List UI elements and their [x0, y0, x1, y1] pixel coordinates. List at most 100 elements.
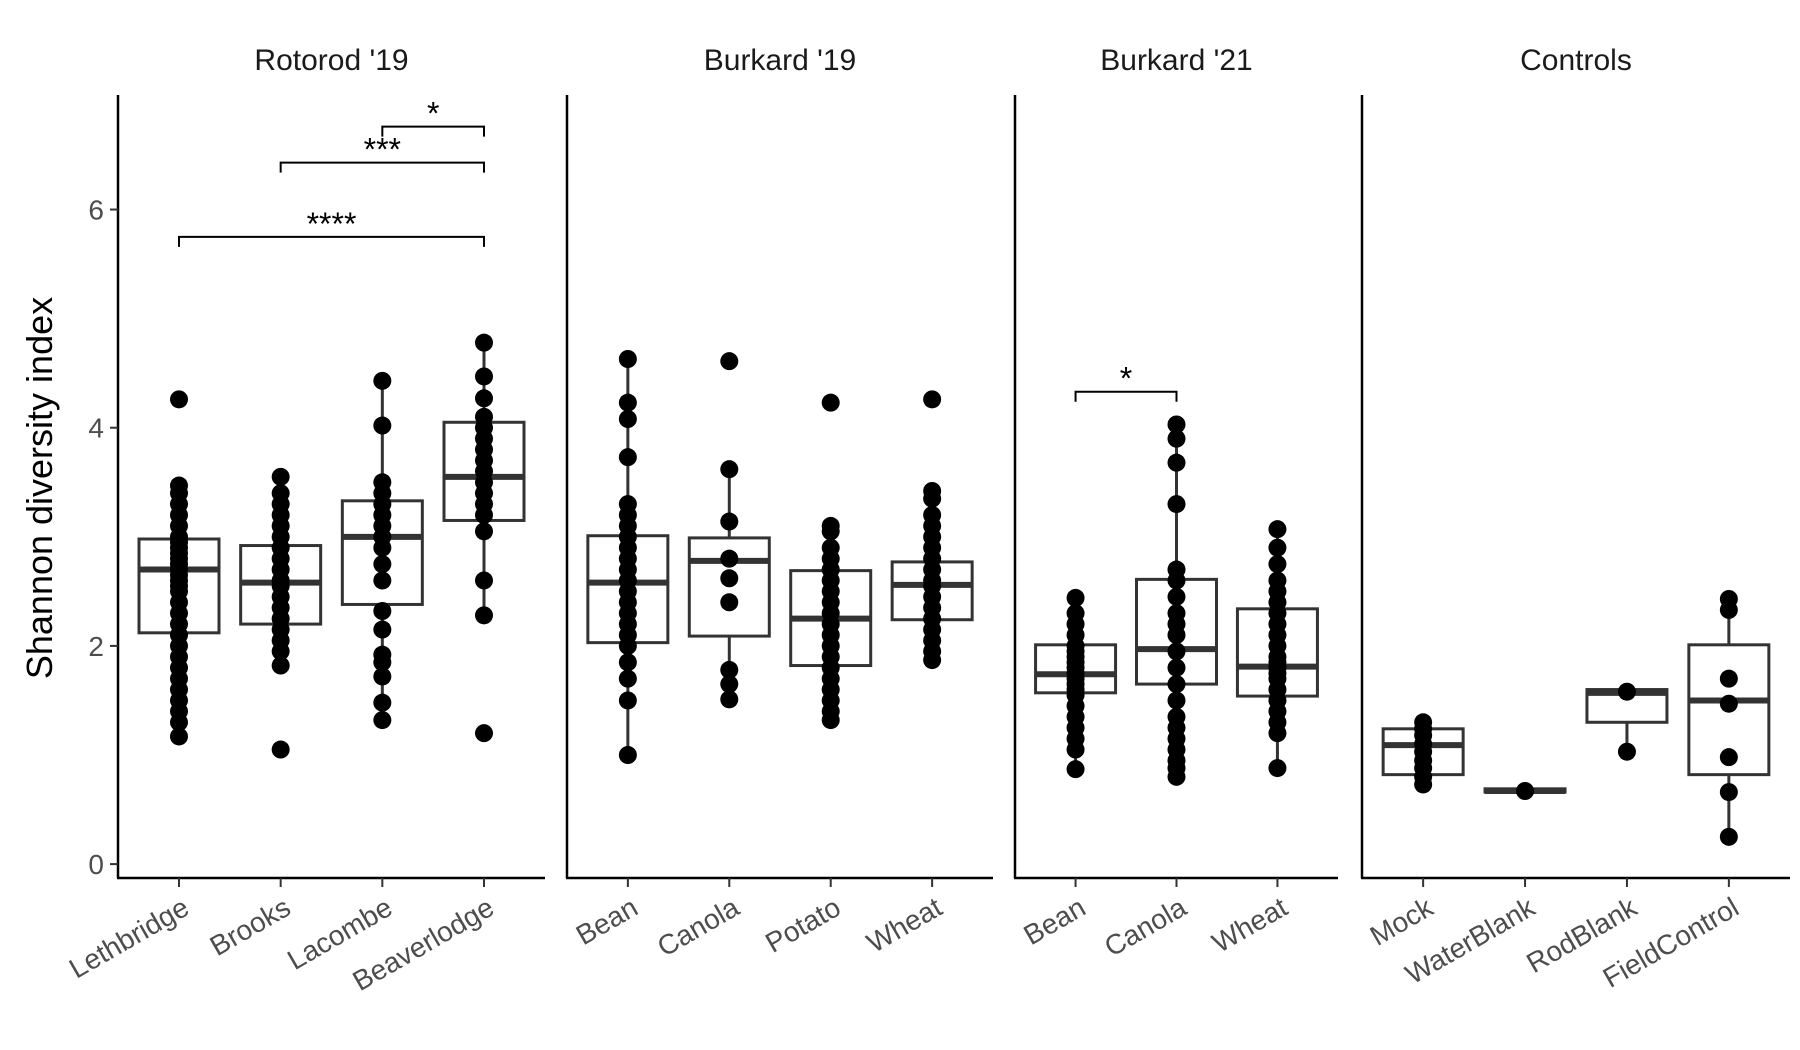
data-point	[923, 390, 942, 409]
data-point	[1167, 453, 1186, 472]
data-point	[720, 549, 739, 568]
data-point	[373, 711, 392, 730]
panel-controls: ControlsMockWaterBlankRodBlankFieldContr…	[1360, 44, 1790, 994]
data-point	[821, 538, 840, 557]
data-point	[373, 416, 392, 435]
data-point	[618, 691, 637, 710]
data-point	[1719, 827, 1738, 846]
panel-burkard-19: Burkard '19 Bean Canola Potato Wheat	[565, 44, 993, 963]
data-point	[618, 495, 637, 514]
data-point	[720, 569, 739, 588]
x-tick-label: Canola	[1099, 891, 1192, 962]
data-point	[1167, 415, 1186, 434]
facet-title: Rotorod '19	[254, 44, 408, 77]
x-tick-label: Wheat	[1207, 891, 1293, 958]
bracket-line	[381, 125, 485, 137]
data-point	[475, 333, 493, 352]
data-point	[618, 746, 637, 764]
data-point	[720, 352, 739, 371]
data-point	[618, 393, 637, 412]
x-tick-label: Brooks	[205, 891, 296, 961]
bracket-line	[279, 161, 485, 173]
data-point	[720, 460, 739, 479]
data-point	[1167, 604, 1186, 623]
data-point	[170, 476, 188, 495]
x-tick-label: Lethbridge	[64, 891, 194, 984]
data-point	[1268, 520, 1287, 539]
data-point	[271, 467, 290, 486]
data-point	[1268, 538, 1287, 557]
data-point	[1167, 675, 1186, 694]
data-point	[1167, 560, 1186, 579]
facet-title: Burkard '21	[1100, 44, 1252, 77]
x-tick-label: Bean	[571, 891, 643, 951]
data-point	[1719, 783, 1738, 802]
x-tick-label: Bean	[1018, 891, 1090, 951]
group-fieldcontrol: FieldControl	[1598, 590, 1771, 994]
significance-bracket: *	[381, 96, 485, 137]
data-point	[373, 620, 392, 639]
group-canola: Canola	[652, 352, 771, 963]
data-point	[618, 410, 637, 428]
box	[1687, 643, 1771, 777]
data-point	[373, 667, 392, 686]
data-point	[1617, 742, 1636, 761]
x-tick-label: Mock	[1365, 891, 1439, 952]
panel-burkard-21: Burkard '21 Bean Canola Wheat *	[1013, 44, 1338, 963]
significance-label: *	[427, 96, 439, 132]
data-point	[1414, 713, 1433, 732]
data-point	[923, 506, 942, 524]
significance-label: *	[1120, 361, 1132, 397]
y-tick-label: 4	[88, 413, 104, 444]
data-point	[475, 367, 493, 386]
data-point	[1516, 782, 1535, 800]
data-point	[1066, 760, 1085, 779]
x-tick-label: Potato	[760, 891, 846, 958]
data-point	[1167, 658, 1186, 677]
significance-label: ***	[364, 132, 401, 168]
box	[687, 536, 771, 638]
data-point	[618, 669, 637, 688]
data-point	[1167, 429, 1186, 448]
data-point	[720, 593, 739, 612]
data-point	[373, 602, 392, 620]
data-point	[1268, 571, 1287, 590]
data-point	[373, 555, 392, 574]
data-point	[821, 516, 840, 535]
data-point	[373, 571, 392, 590]
bracket-line	[1074, 390, 1178, 402]
facet-title: Burkard '19	[704, 44, 856, 77]
data-point	[271, 484, 290, 503]
data-point	[170, 390, 188, 409]
data-point	[1066, 604, 1085, 623]
data-point	[475, 389, 493, 408]
data-point	[1167, 587, 1186, 606]
data-point	[1167, 642, 1186, 661]
y-tick-label: 6	[88, 195, 104, 226]
bracket-line	[178, 235, 485, 247]
data-point	[1719, 669, 1738, 688]
data-point	[720, 660, 739, 679]
group-lethbridge: Lethbridge	[64, 390, 221, 984]
x-tick-label: Canola	[652, 891, 745, 962]
data-point	[1719, 590, 1738, 608]
data-point	[1268, 555, 1287, 574]
x-tick-label: Wheat	[862, 891, 948, 958]
data-point	[1719, 694, 1738, 713]
data-point	[373, 693, 392, 712]
data-point	[373, 371, 392, 390]
data-point	[373, 473, 392, 492]
y-tick-label: 2	[88, 631, 104, 662]
group-wheat: Wheat	[862, 390, 974, 959]
data-point	[475, 522, 493, 541]
data-point	[720, 675, 739, 694]
data-point	[720, 690, 739, 709]
significance-bracket: ***	[279, 132, 485, 173]
group-potato: Potato	[760, 393, 873, 959]
data-point	[720, 512, 739, 531]
data-point	[1167, 495, 1186, 514]
data-point	[271, 656, 290, 675]
